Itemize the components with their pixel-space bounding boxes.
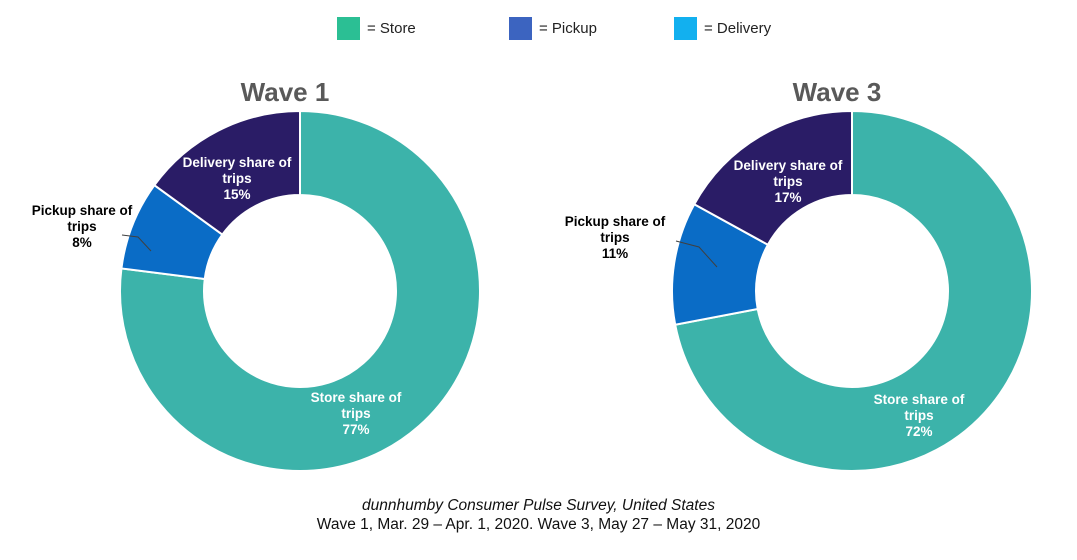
legend-label-delivery: = Delivery <box>704 20 772 37</box>
chart-title: Wave 1 <box>241 77 330 107</box>
legend-swatch-pickup <box>509 17 532 40</box>
slice-label-pickup: Pickup share of trips 8% <box>32 203 133 250</box>
legend-label-store: = Store <box>367 20 416 37</box>
donut-chart-1: Wave 1 Store share of trips 77% Pickup share… <box>32 77 481 472</box>
slice-label-pickup: Pickup share of trips 11% <box>565 214 666 261</box>
donut-slice-delivery <box>152 109 301 236</box>
legend-item-delivery: = Delivery <box>674 17 771 40</box>
legend-swatch-store <box>337 17 360 40</box>
donut-slice-store <box>119 109 481 472</box>
chart-dates-note: Wave 1, Mar. 29 – Apr. 1, 2020. Wave 3, … <box>316 516 761 533</box>
donut-charts: Wave 1 Store share of trips 77% Pickup share… <box>32 77 1033 472</box>
chart-legend: = Store = Pickup = Delivery <box>0 17 1077 43</box>
slice-label-store: Store share of trips 72% <box>874 392 965 439</box>
legend-label-pickup: = Pickup <box>539 20 597 37</box>
chart-title: Wave 3 <box>793 77 882 107</box>
pickup-leader-line <box>675 240 718 268</box>
legend-swatch-delivery <box>674 17 697 40</box>
donut-chart-2: Wave 3 Store share of trips 72% Pickup share… <box>565 77 1033 472</box>
slice-label-delivery: Delivery share of trips 15% <box>183 155 292 202</box>
donut-slice-delivery <box>692 109 853 247</box>
pickup-leader-line <box>121 234 152 252</box>
legend-item-pickup: = Pickup <box>509 17 597 40</box>
legend-item-store: = Store <box>337 17 416 40</box>
slice-label-store: Store share of trips 77% <box>311 390 402 437</box>
chart-source-note: dunnhumby Consumer Pulse Survey, United … <box>362 497 715 514</box>
slice-label-delivery: Delivery share of trips 17% <box>734 158 843 205</box>
donut-slice-store <box>674 109 1033 472</box>
